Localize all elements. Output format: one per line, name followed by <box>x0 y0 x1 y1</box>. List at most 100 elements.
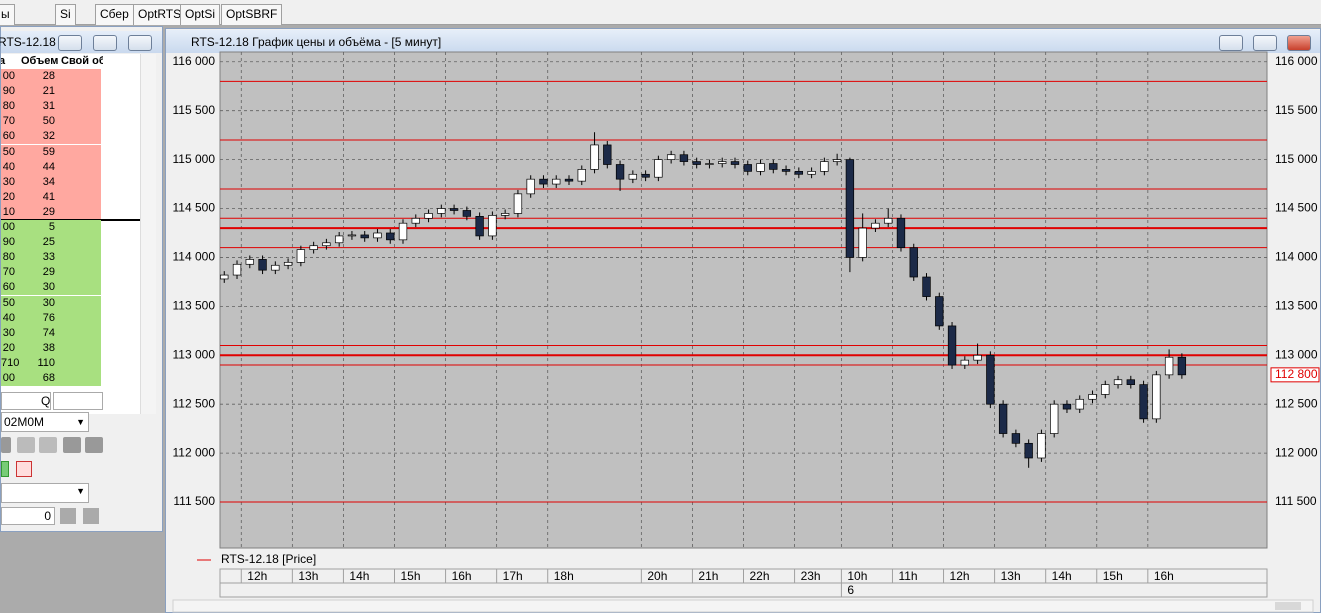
tab[interactable]: Si <box>55 4 76 25</box>
book-row <box>1 310 101 326</box>
close-button[interactable] <box>1287 35 1311 51</box>
candle <box>832 153 842 166</box>
candle-body <box>424 213 433 219</box>
candle-body <box>1050 403 1059 434</box>
candle-body <box>296 249 306 263</box>
price: 90 <box>2 236 15 249</box>
tool-button[interactable] <box>63 437 81 453</box>
tool-button[interactable] <box>16 461 32 477</box>
tool-button[interactable] <box>1 461 9 477</box>
candle-body <box>909 247 918 278</box>
candle-body <box>998 403 1008 434</box>
maximize-button[interactable] <box>93 35 117 51</box>
book-row <box>1 265 101 281</box>
candle <box>449 204 459 215</box>
candle <box>398 219 408 244</box>
price: 80 <box>2 100 15 113</box>
last-price-label: 112 800 <box>1275 367 1318 381</box>
select[interactable]: ▼ <box>1 483 89 503</box>
scrollbar[interactable] <box>140 54 156 414</box>
candle <box>871 219 880 233</box>
tab[interactable]: OptSi <box>180 4 221 25</box>
candle-body <box>603 144 612 165</box>
candle <box>1037 429 1046 462</box>
volume: 30 <box>42 281 55 294</box>
scrollbar-thumb <box>1275 602 1301 610</box>
minimize-button[interactable] <box>1219 35 1243 51</box>
x-tick-label: 18h <box>554 569 574 583</box>
candle <box>373 229 382 242</box>
volume: 34 <box>42 175 55 188</box>
tool-button[interactable] <box>85 437 103 453</box>
search-input[interactable] <box>1 392 51 410</box>
minimize-button[interactable] <box>58 35 82 51</box>
candle-body <box>947 325 957 366</box>
candle-body <box>552 178 561 185</box>
price: 20 <box>2 190 15 203</box>
candle-body <box>258 259 267 271</box>
candle-body <box>743 164 752 172</box>
tool-button[interactable] <box>1 437 11 453</box>
tab[interactable]: Сбер <box>95 4 134 25</box>
close-button[interactable] <box>128 35 152 51</box>
candle <box>1177 353 1187 379</box>
account: 02M0M <box>4 415 45 429</box>
candle-body <box>526 178 535 195</box>
candle-body <box>513 193 523 214</box>
candle <box>743 160 752 176</box>
volume: 59 <box>42 145 55 158</box>
spin-button[interactable] <box>83 508 99 524</box>
candle-body <box>845 159 855 258</box>
account-select[interactable]: 02M0M ▼ <box>1 412 89 432</box>
book-row <box>1 220 101 236</box>
volume: 44 <box>42 160 55 173</box>
tool-button[interactable] <box>17 437 35 453</box>
search-input[interactable] <box>53 392 103 410</box>
candle <box>334 232 344 247</box>
candle <box>781 165 791 176</box>
x-tick-label: 21h <box>698 569 718 583</box>
candle <box>1088 390 1097 404</box>
candle <box>628 170 638 184</box>
x-tick-label: 16h <box>1154 569 1174 583</box>
spin-button[interactable] <box>60 508 76 524</box>
candle-body <box>360 234 369 239</box>
candle-body <box>692 161 701 165</box>
legend-label: RTS-12.18 [Price] <box>221 552 316 566</box>
price: 60 <box>2 281 15 294</box>
candle <box>820 157 829 176</box>
quantity-input[interactable]: 0 <box>1 507 55 525</box>
maximize-button[interactable] <box>1253 35 1277 51</box>
candle <box>730 157 740 169</box>
price: 80 <box>2 251 15 264</box>
volume: 25 <box>42 236 55 249</box>
book-row <box>1 189 101 205</box>
candle-body <box>960 359 969 366</box>
candle-body <box>475 216 484 237</box>
candle-body <box>1152 374 1161 420</box>
tab[interactable]: OptSBRF <box>221 4 283 25</box>
tab[interactable]: OptRTS <box>133 4 187 25</box>
price: 00 <box>2 221 15 233</box>
volume: 5 <box>48 221 55 233</box>
candle-body <box>794 171 804 175</box>
candle <box>347 231 357 240</box>
candle <box>1011 429 1021 448</box>
price: 70 <box>2 115 15 128</box>
volume: 50 <box>42 115 55 128</box>
candle <box>807 167 816 179</box>
order-book-window: RTS-12.18 ... а Объем Свой об 00 28 90 21 80 31 7… <box>0 26 163 532</box>
tab[interactable]: ы <box>0 4 15 25</box>
tool-button[interactable] <box>39 437 57 453</box>
book-row <box>1 325 101 341</box>
column-header: Свой об <box>61 55 103 67</box>
candle-body <box>411 217 420 224</box>
tab-bar: ы Si Сбер OptRTS OptSi OptSBRF <box>0 0 1321 25</box>
candle <box>603 141 612 169</box>
candle-body <box>896 217 906 249</box>
candle-body <box>922 276 931 297</box>
candle <box>1113 375 1123 389</box>
candle-body <box>781 169 791 172</box>
candle-body <box>641 173 650 178</box>
candle-body <box>1088 394 1097 400</box>
